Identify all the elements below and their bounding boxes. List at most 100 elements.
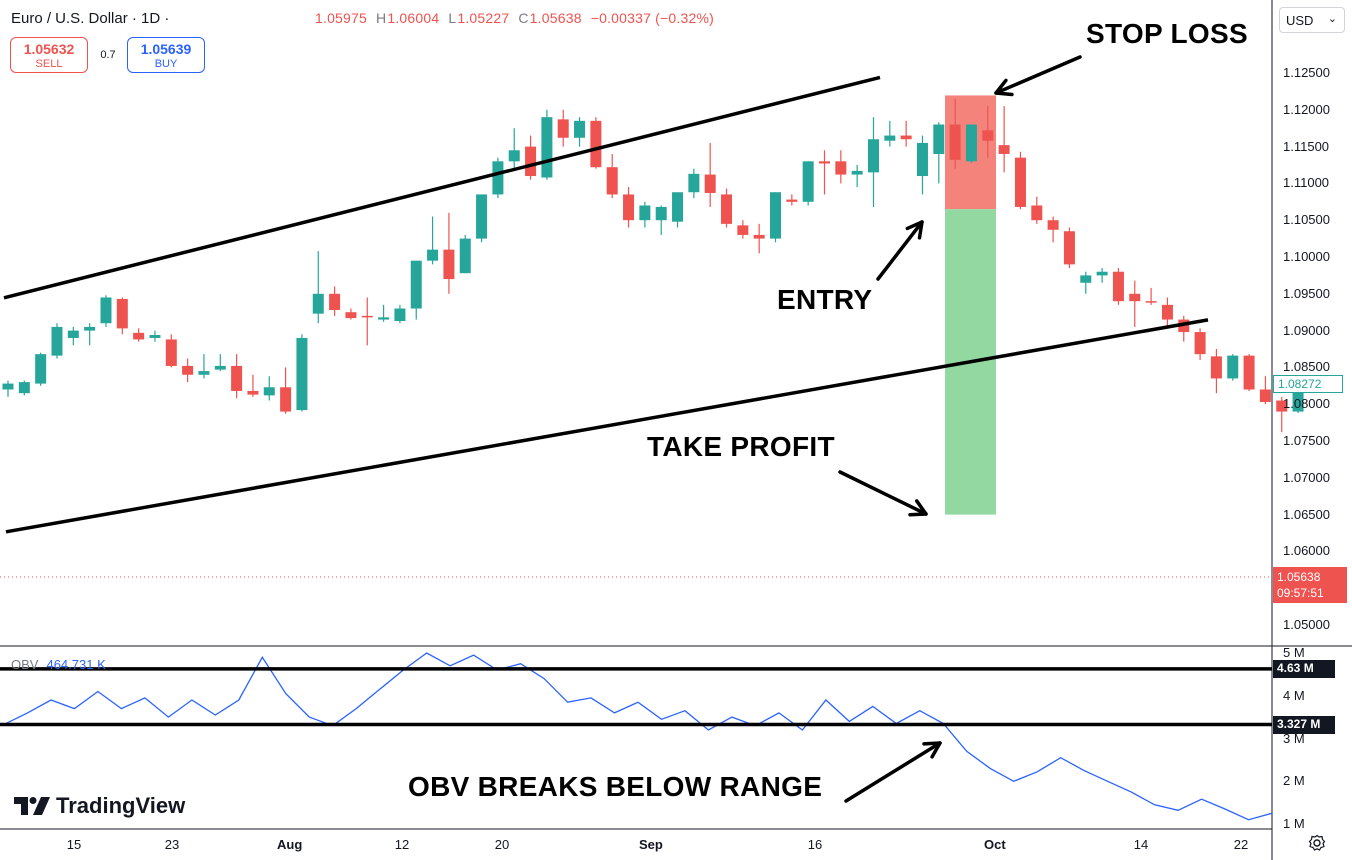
price-tick-label: 1.09500 xyxy=(1283,285,1330,301)
close-key: C xyxy=(518,10,529,26)
candle-body xyxy=(263,387,275,396)
candle xyxy=(1112,268,1124,305)
candle xyxy=(231,354,243,399)
candle xyxy=(35,352,47,386)
candle xyxy=(574,117,586,147)
candle-body xyxy=(35,354,47,384)
spread-value: 0.7 xyxy=(100,49,116,61)
time-tick-label: 20 xyxy=(494,837,510,852)
currency-value: USD xyxy=(1286,13,1314,28)
time-tick-label: 23 xyxy=(164,837,180,852)
candle-body xyxy=(133,332,145,340)
candle xyxy=(541,109,553,180)
candle xyxy=(492,157,504,199)
candle-body xyxy=(1063,231,1075,265)
candle xyxy=(1031,196,1043,224)
high-key: H xyxy=(376,10,387,26)
time-tick-label: 16 xyxy=(807,837,823,852)
obv-legend[interactable]: OBV 464.731 K xyxy=(11,657,106,672)
candle xyxy=(116,297,128,335)
price-tick-label: 1.08000 xyxy=(1283,396,1330,412)
candle-body xyxy=(1129,293,1141,302)
candle xyxy=(1047,216,1059,243)
candle xyxy=(247,374,259,397)
candle-body xyxy=(84,326,96,331)
candle xyxy=(1063,227,1075,269)
currency-select[interactable]: USD ⌄ xyxy=(1279,7,1345,33)
sell-button[interactable]: 1.05632 SELL xyxy=(10,37,88,73)
obv-tick-label: 1 M xyxy=(1283,816,1305,831)
obv-tick-label: 4 M xyxy=(1283,687,1305,703)
candle-body xyxy=(345,312,357,319)
tradingview-logo[interactable]: TradingView xyxy=(14,793,185,819)
buy-label: BUY xyxy=(154,58,178,70)
symbol-title[interactable]: Euro / U.S. Dollar · 1D · xyxy=(11,10,170,27)
current-price-tag: 1.05638 09:57:51 xyxy=(1273,567,1347,603)
candle xyxy=(1096,268,1108,283)
candle xyxy=(280,367,292,414)
candle-body xyxy=(2,383,14,390)
time-tick-label: Oct xyxy=(984,837,1006,852)
close-value: 1.05638 xyxy=(529,10,582,26)
candle xyxy=(851,165,863,188)
low-value: 1.05227 xyxy=(457,10,510,26)
price-tick-label: 1.07500 xyxy=(1283,433,1330,448)
candle xyxy=(149,330,161,342)
candle-body xyxy=(606,167,618,195)
candle-body xyxy=(1112,271,1124,302)
tradingview-logo-icon xyxy=(14,797,50,815)
candle xyxy=(1080,271,1092,294)
candle-body xyxy=(933,124,945,154)
candle xyxy=(835,150,847,184)
buy-button[interactable]: 1.05639 BUY xyxy=(127,37,205,73)
candle-body xyxy=(965,124,977,162)
candle xyxy=(410,260,422,320)
candle xyxy=(933,122,945,184)
sell-label: SELL xyxy=(35,58,63,70)
candle xyxy=(655,205,667,235)
upper-channel-line xyxy=(3,75,881,300)
candle xyxy=(688,168,700,199)
candle-body xyxy=(361,315,373,318)
chevron-down-icon: ⌄ xyxy=(1327,13,1337,25)
candle xyxy=(443,212,455,294)
candle-body xyxy=(1276,400,1288,412)
price-tick-label: 1.11500 xyxy=(1283,138,1330,154)
candle xyxy=(916,135,928,195)
lower-channel-line xyxy=(5,318,1209,534)
take-profit-arrow xyxy=(838,470,928,517)
candle-body xyxy=(819,161,830,164)
price-tick-label: 1.09000 xyxy=(1283,322,1330,338)
obv-lower-tag: 3.327 M xyxy=(1273,716,1335,734)
candle xyxy=(867,117,879,207)
candle-body xyxy=(394,308,406,322)
settings-icon[interactable] xyxy=(1308,834,1326,852)
candle-body xyxy=(541,117,553,178)
candle xyxy=(84,323,96,346)
candle-body xyxy=(1210,356,1222,379)
candle xyxy=(182,358,194,383)
candle xyxy=(133,328,145,342)
candle xyxy=(884,120,896,147)
candle-body xyxy=(182,365,194,375)
time-tick-label: 14 xyxy=(1133,837,1149,852)
candle xyxy=(770,192,782,243)
candle-body xyxy=(51,326,63,356)
candle-body xyxy=(867,139,879,173)
candle-body xyxy=(525,146,537,177)
candle xyxy=(378,304,390,322)
stop-loss-arrow xyxy=(994,55,1082,97)
candle xyxy=(557,109,569,147)
candle-body xyxy=(802,161,814,202)
candle xyxy=(198,354,210,379)
candle-body xyxy=(835,161,847,175)
candle xyxy=(18,380,30,396)
candle-body xyxy=(770,192,782,239)
low-key: L xyxy=(448,10,457,26)
price-tick-label: 1.10500 xyxy=(1283,212,1330,228)
candle-body xyxy=(737,225,749,235)
candle-body xyxy=(492,161,504,195)
candle xyxy=(1276,396,1288,433)
candle xyxy=(982,106,994,158)
